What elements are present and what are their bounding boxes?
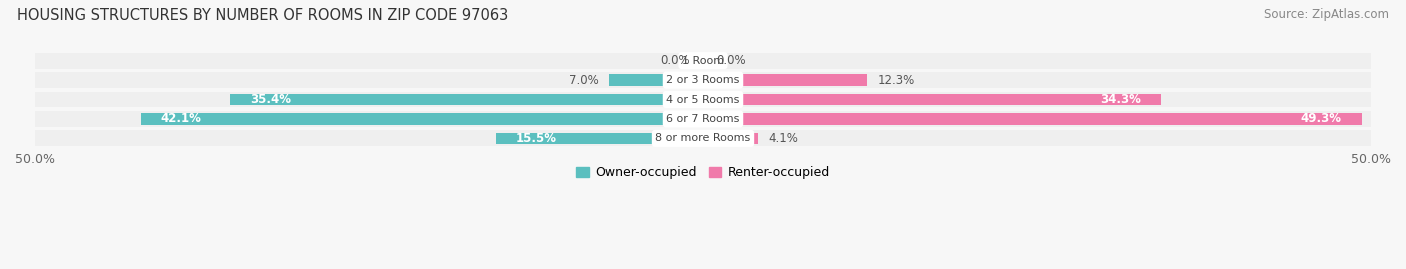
Text: 15.5%: 15.5%: [516, 132, 557, 145]
Bar: [703, 113, 1361, 125]
Text: HOUSING STRUCTURES BY NUMBER OF ROOMS IN ZIP CODE 97063: HOUSING STRUCTURES BY NUMBER OF ROOMS IN…: [17, 8, 508, 23]
Bar: [703, 133, 758, 144]
Text: 0.0%: 0.0%: [717, 54, 747, 67]
Bar: [35, 111, 1371, 127]
Bar: [231, 94, 703, 105]
Text: 8 or more Rooms: 8 or more Rooms: [655, 133, 751, 143]
Legend: Owner-occupied, Renter-occupied: Owner-occupied, Renter-occupied: [571, 161, 835, 185]
Text: 2 or 3 Rooms: 2 or 3 Rooms: [666, 75, 740, 85]
Bar: [703, 94, 1161, 105]
Bar: [35, 72, 1371, 88]
Bar: [35, 53, 1371, 69]
Bar: [609, 75, 703, 86]
Bar: [141, 113, 703, 125]
Text: 42.1%: 42.1%: [160, 112, 201, 125]
Text: 49.3%: 49.3%: [1301, 112, 1341, 125]
Bar: [35, 130, 1371, 146]
Bar: [496, 133, 703, 144]
Bar: [35, 91, 1371, 108]
Text: 35.4%: 35.4%: [250, 93, 291, 106]
Text: 1 Room: 1 Room: [682, 56, 724, 66]
Text: Source: ZipAtlas.com: Source: ZipAtlas.com: [1264, 8, 1389, 21]
Text: 6 or 7 Rooms: 6 or 7 Rooms: [666, 114, 740, 124]
Text: 4 or 5 Rooms: 4 or 5 Rooms: [666, 94, 740, 105]
Text: 34.3%: 34.3%: [1101, 93, 1142, 106]
Text: 4.1%: 4.1%: [769, 132, 799, 145]
Text: 12.3%: 12.3%: [877, 74, 915, 87]
Bar: [703, 75, 868, 86]
Text: 0.0%: 0.0%: [659, 54, 689, 67]
Text: 7.0%: 7.0%: [569, 74, 599, 87]
